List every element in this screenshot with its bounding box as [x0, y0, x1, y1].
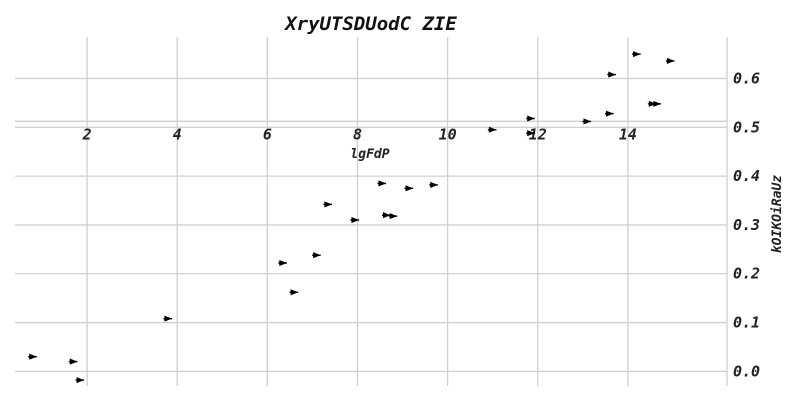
y-tick-label: 0.4 [733, 167, 760, 185]
axes-layer [15, 37, 728, 386]
grid-layer [15, 37, 727, 386]
y-tick-label: 0.5 [733, 118, 760, 136]
y-tick-label: 0.6 [733, 69, 760, 87]
x-tick-label: 10 [439, 125, 457, 143]
chart-title: XryUTSDUodC ZIE [283, 13, 457, 35]
x-axis-label: lgFdP [350, 147, 389, 162]
y-tick-label: 0.1 [733, 314, 760, 332]
x-tick-label: 12 [529, 125, 547, 143]
ticks-layer: 2 4 6 8 10 12 14 0.0 0.1 0.2 0.3 0.4 0.5 0.6 [82, 69, 761, 380]
x-tick-label: 14 [619, 125, 637, 143]
x-tick-label: 6 [263, 125, 272, 143]
x-tick-label: 4 [173, 125, 182, 143]
y-axis-label: kOIKOiRaUz [770, 175, 785, 253]
y-tick-label: 0.2 [733, 265, 760, 283]
points-layer [28, 51, 675, 384]
y-tick-label: 0.0 [733, 362, 760, 380]
x-tick-label: 2 [82, 125, 92, 143]
y-tick-label: 0.3 [733, 216, 760, 234]
x-tick-label: 8 [353, 125, 362, 143]
